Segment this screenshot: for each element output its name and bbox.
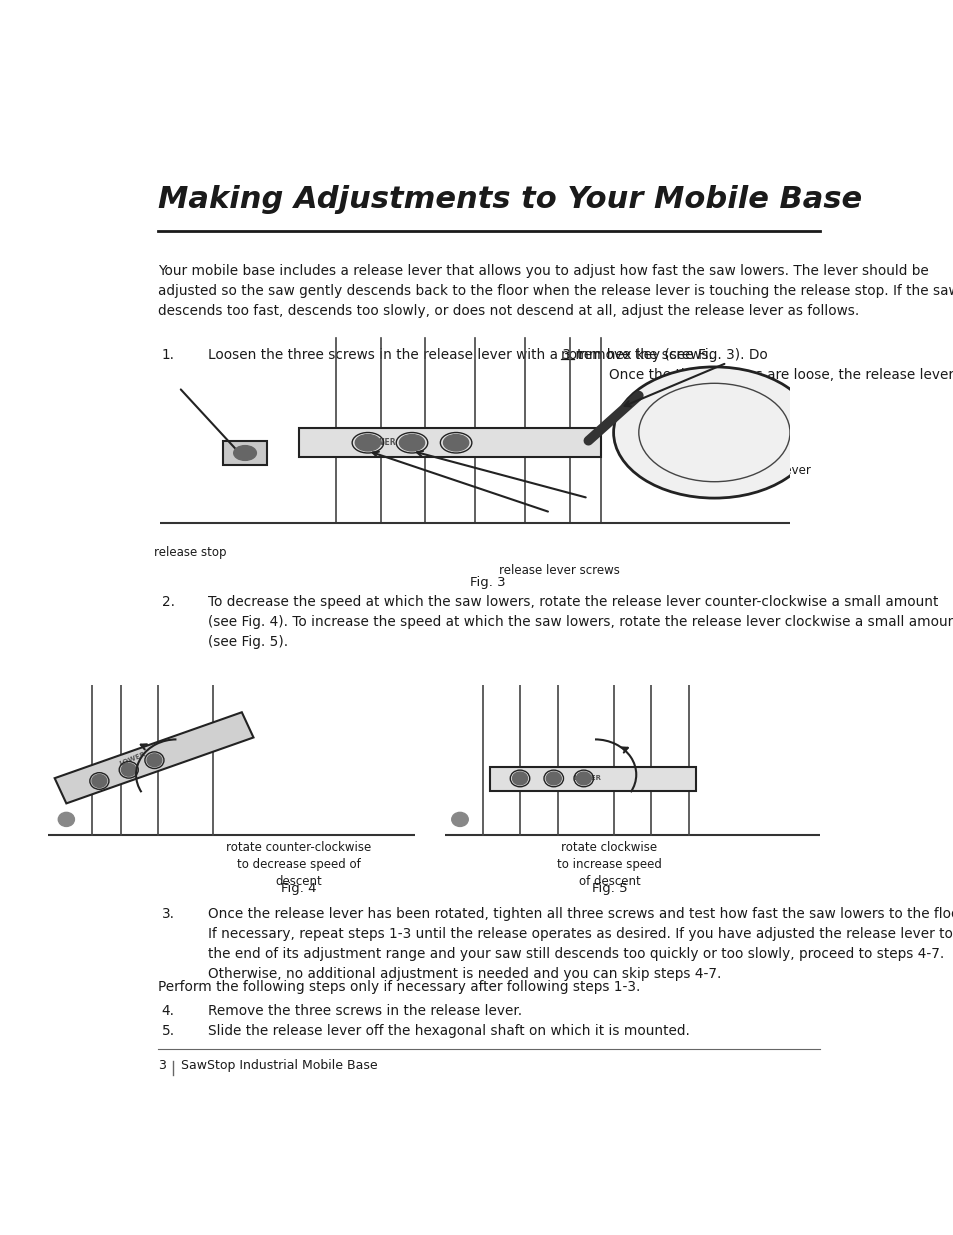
Text: release lever screws: release lever screws xyxy=(498,564,619,577)
Text: release lever: release lever xyxy=(733,464,810,477)
Text: rotate clockwise
to increase speed
of descent: rotate clockwise to increase speed of de… xyxy=(557,841,661,888)
Text: remove the screws.
        Once the three screws are loose, the release lever wi: remove the screws. Once the three screws… xyxy=(574,348,953,383)
Text: Loosen the three screws in the release lever with a 3 mm hex key (see Fig. 3). D: Loosen the three screws in the release l… xyxy=(208,348,772,362)
Text: Making Adjustments to Your Mobile Base: Making Adjustments to Your Mobile Base xyxy=(158,185,862,214)
Text: To decrease the speed at which the saw lowers, rotate the release lever counter-: To decrease the speed at which the saw l… xyxy=(208,595,953,648)
Text: SawStop Industrial Mobile Base: SawStop Industrial Mobile Base xyxy=(181,1060,377,1072)
Text: Remove the three screws in the release lever.: Remove the three screws in the release l… xyxy=(208,1004,522,1019)
Text: 2.: 2. xyxy=(162,595,174,609)
Bar xyxy=(54,713,253,804)
Circle shape xyxy=(512,772,527,784)
Circle shape xyxy=(355,435,380,451)
Text: rotate counter-clockwise
to decrease speed of
descent: rotate counter-clockwise to decrease spe… xyxy=(226,841,371,888)
Text: Fig. 5: Fig. 5 xyxy=(591,882,626,895)
Circle shape xyxy=(452,813,468,826)
Circle shape xyxy=(147,753,162,767)
Text: LOWER: LOWER xyxy=(118,751,147,767)
Circle shape xyxy=(399,435,424,451)
Text: LOWER: LOWER xyxy=(365,438,395,447)
Circle shape xyxy=(91,774,107,788)
Circle shape xyxy=(233,446,256,461)
Text: 3: 3 xyxy=(158,1060,166,1072)
Circle shape xyxy=(443,435,468,451)
Text: LOWER: LOWER xyxy=(573,776,601,782)
Bar xyxy=(490,767,696,790)
Bar xyxy=(223,441,267,466)
Text: Your mobile base includes a release lever that allows you to adjust how fast the: Your mobile base includes a release leve… xyxy=(158,264,953,317)
Text: Slide the release lever off the hexagonal shaft on which it is mounted.: Slide the release lever off the hexagona… xyxy=(208,1025,690,1039)
Circle shape xyxy=(58,813,74,826)
Text: 5.: 5. xyxy=(162,1025,174,1039)
Text: release stop: release stop xyxy=(154,546,227,559)
Text: Fig. 4: Fig. 4 xyxy=(280,882,316,895)
Circle shape xyxy=(576,772,591,784)
Circle shape xyxy=(546,772,560,784)
Text: Perform the following steps only if necessary after following steps 1-3.: Perform the following steps only if nece… xyxy=(158,979,639,994)
Text: 1.: 1. xyxy=(162,348,174,362)
Circle shape xyxy=(613,367,815,498)
Circle shape xyxy=(121,763,136,777)
Text: not: not xyxy=(560,348,583,362)
Text: Once the release lever has been rotated, tighten all three screws and test how f: Once the release lever has been rotated,… xyxy=(208,906,953,981)
Text: 3.: 3. xyxy=(162,906,174,920)
Bar xyxy=(298,429,600,457)
Text: 4.: 4. xyxy=(162,1004,174,1019)
Text: Fig. 3: Fig. 3 xyxy=(469,576,505,589)
